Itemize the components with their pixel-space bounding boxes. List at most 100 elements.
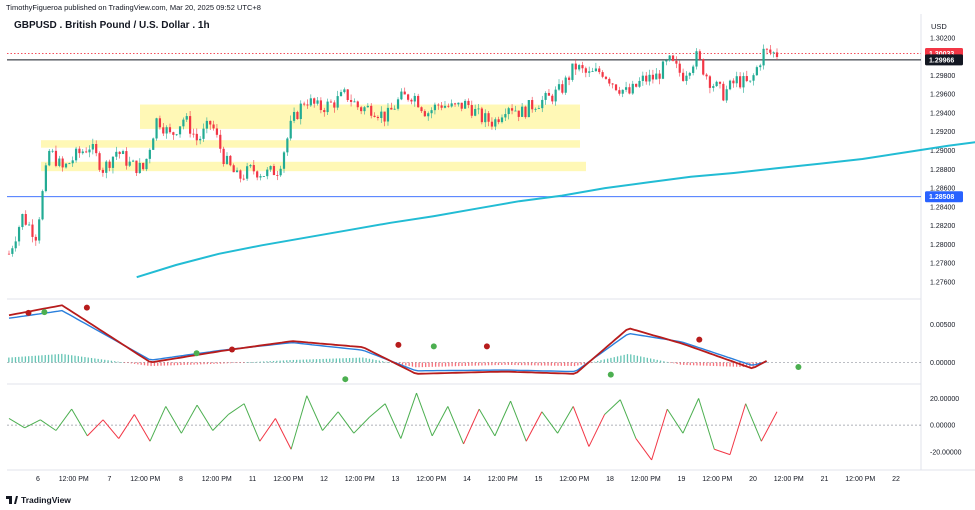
candle-body xyxy=(604,76,608,79)
x-tick-label: 13 xyxy=(392,476,400,483)
candle-body xyxy=(323,110,326,113)
candle-body xyxy=(695,51,698,67)
candle-body xyxy=(762,48,765,66)
macd-histogram-bar xyxy=(223,362,225,364)
candle-body xyxy=(115,151,118,157)
macd-histogram-bar xyxy=(203,362,205,365)
macd-histogram-bar xyxy=(322,358,324,363)
candle-body xyxy=(725,89,728,101)
y-tick-label: 1.27600 xyxy=(930,279,955,286)
candle-body xyxy=(31,224,34,237)
macd-histogram-bar xyxy=(570,362,572,367)
candle-body xyxy=(745,76,748,82)
macd-histogram-bar xyxy=(315,359,318,363)
macd-histogram-bar xyxy=(732,362,734,367)
candle-body xyxy=(272,166,276,176)
x-tick-label: 12 xyxy=(320,476,328,483)
candle-body xyxy=(618,90,621,94)
candle-body xyxy=(319,100,322,111)
macd-histogram-bar xyxy=(31,355,33,363)
x-tick-label: 7 xyxy=(108,476,112,483)
macd-cross-marker xyxy=(430,343,437,350)
oscillator-segment xyxy=(165,406,182,434)
macd-histogram-bar xyxy=(190,362,192,365)
candle-body xyxy=(286,138,289,153)
macd-histogram-bar xyxy=(259,361,261,363)
candle-body xyxy=(21,214,24,228)
candle-body xyxy=(645,75,648,82)
candle-body xyxy=(162,127,165,134)
macd-histogram-bar xyxy=(67,354,70,363)
macd-histogram-bar xyxy=(702,362,705,366)
candle-body xyxy=(376,116,380,119)
macd-histogram-bar xyxy=(477,362,480,366)
candle-body xyxy=(185,116,188,120)
macd-histogram-bar xyxy=(573,362,576,367)
candle-body xyxy=(648,74,651,82)
candle-body xyxy=(158,118,162,128)
candle-body xyxy=(259,176,262,178)
macd-histogram-bar xyxy=(219,362,222,364)
macd-cross-marker xyxy=(696,336,703,343)
candle-body xyxy=(276,175,279,176)
candle-body xyxy=(692,66,695,73)
macd-histogram-bar xyxy=(517,362,519,366)
candle-body xyxy=(591,71,594,72)
candle-body xyxy=(135,160,138,174)
candle-body xyxy=(484,113,487,123)
macd-histogram-bar xyxy=(282,360,285,363)
candle-body xyxy=(380,111,383,119)
macd-histogram-bar xyxy=(37,355,40,363)
candle-body xyxy=(199,138,202,141)
candle-body xyxy=(48,150,51,166)
macd-histogram-bar xyxy=(362,357,364,363)
macd-histogram-bar xyxy=(448,362,450,367)
candle-body xyxy=(702,59,705,75)
macd-histogram-bar xyxy=(520,362,523,366)
tradingview-logo[interactable]: TradingView xyxy=(6,495,71,505)
x-tick-label: 21 xyxy=(821,476,829,483)
candle-body xyxy=(631,83,634,94)
macd-histogram-bar xyxy=(722,362,725,367)
candle-body xyxy=(443,105,447,108)
macd-histogram-bar xyxy=(494,362,496,366)
candle-body xyxy=(329,101,333,103)
candle-body xyxy=(749,80,752,82)
candle-body xyxy=(611,83,614,85)
macd-histogram-bar xyxy=(200,362,202,365)
candle-body xyxy=(360,107,363,112)
x-tick-label: 12:00 PM xyxy=(202,476,232,483)
candle-body xyxy=(517,110,520,117)
x-tick-label: 18 xyxy=(606,476,614,483)
price-badge-label: 1.28508 xyxy=(929,194,954,201)
oscillator-segment xyxy=(745,403,762,442)
x-tick-label: 12:00 PM xyxy=(416,476,446,483)
candle-body xyxy=(641,75,644,81)
candle-body xyxy=(178,126,182,135)
candle-body xyxy=(28,224,31,226)
macd-histogram-bar xyxy=(335,358,338,363)
macd-histogram-bar xyxy=(74,355,76,363)
macd-histogram-bar xyxy=(143,362,146,366)
macd-histogram-bar xyxy=(107,360,109,363)
macd-histogram-bar xyxy=(557,362,559,366)
macd-cross-marker xyxy=(607,371,614,378)
macd-histogram-bar xyxy=(170,362,172,366)
macd-histogram-bar xyxy=(209,362,212,365)
candle-body xyxy=(81,151,84,154)
candle-body xyxy=(635,83,638,87)
macd-cross-marker xyxy=(25,309,32,316)
candle-body xyxy=(474,108,477,116)
candle-body xyxy=(309,98,312,106)
y-tick-label: 1.28200 xyxy=(930,223,955,230)
candle-body xyxy=(205,120,208,129)
macd-histogram-bar xyxy=(28,356,30,363)
candle-body xyxy=(44,165,47,192)
candle-body xyxy=(510,108,514,111)
oscillator-segment xyxy=(87,419,104,437)
oscillator-segment xyxy=(212,414,229,431)
candle-body xyxy=(252,165,255,172)
candle-body xyxy=(755,67,758,76)
macd-histogram-bar xyxy=(372,359,374,363)
